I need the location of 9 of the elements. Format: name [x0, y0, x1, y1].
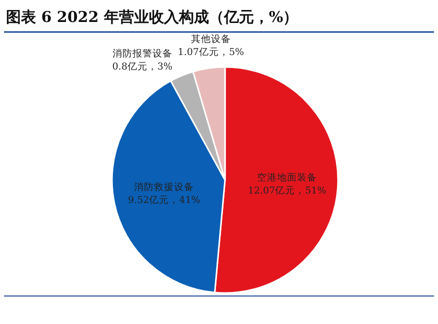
data-label: 12.07亿元，51%	[248, 185, 326, 196]
data-label: 1.07亿元，5%	[178, 47, 244, 58]
slice-label: 空港地面装备	[257, 171, 318, 184]
data-label: 9.52亿元，41%	[128, 195, 200, 206]
slice-label: 其他设备	[190, 33, 231, 46]
slice-label: 消防报警设备	[112, 48, 172, 60]
slice-label: 消防救援设备	[134, 181, 194, 194]
data-label: 0.8亿元，3%	[112, 62, 172, 73]
chart-title: 图表 6 2022 年营业收入构成（亿元，%）	[6, 8, 298, 26]
